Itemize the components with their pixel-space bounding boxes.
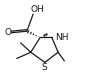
Text: NH: NH (55, 33, 69, 42)
Text: OH: OH (31, 5, 45, 14)
Text: O: O (5, 28, 12, 37)
Text: S: S (41, 63, 47, 72)
